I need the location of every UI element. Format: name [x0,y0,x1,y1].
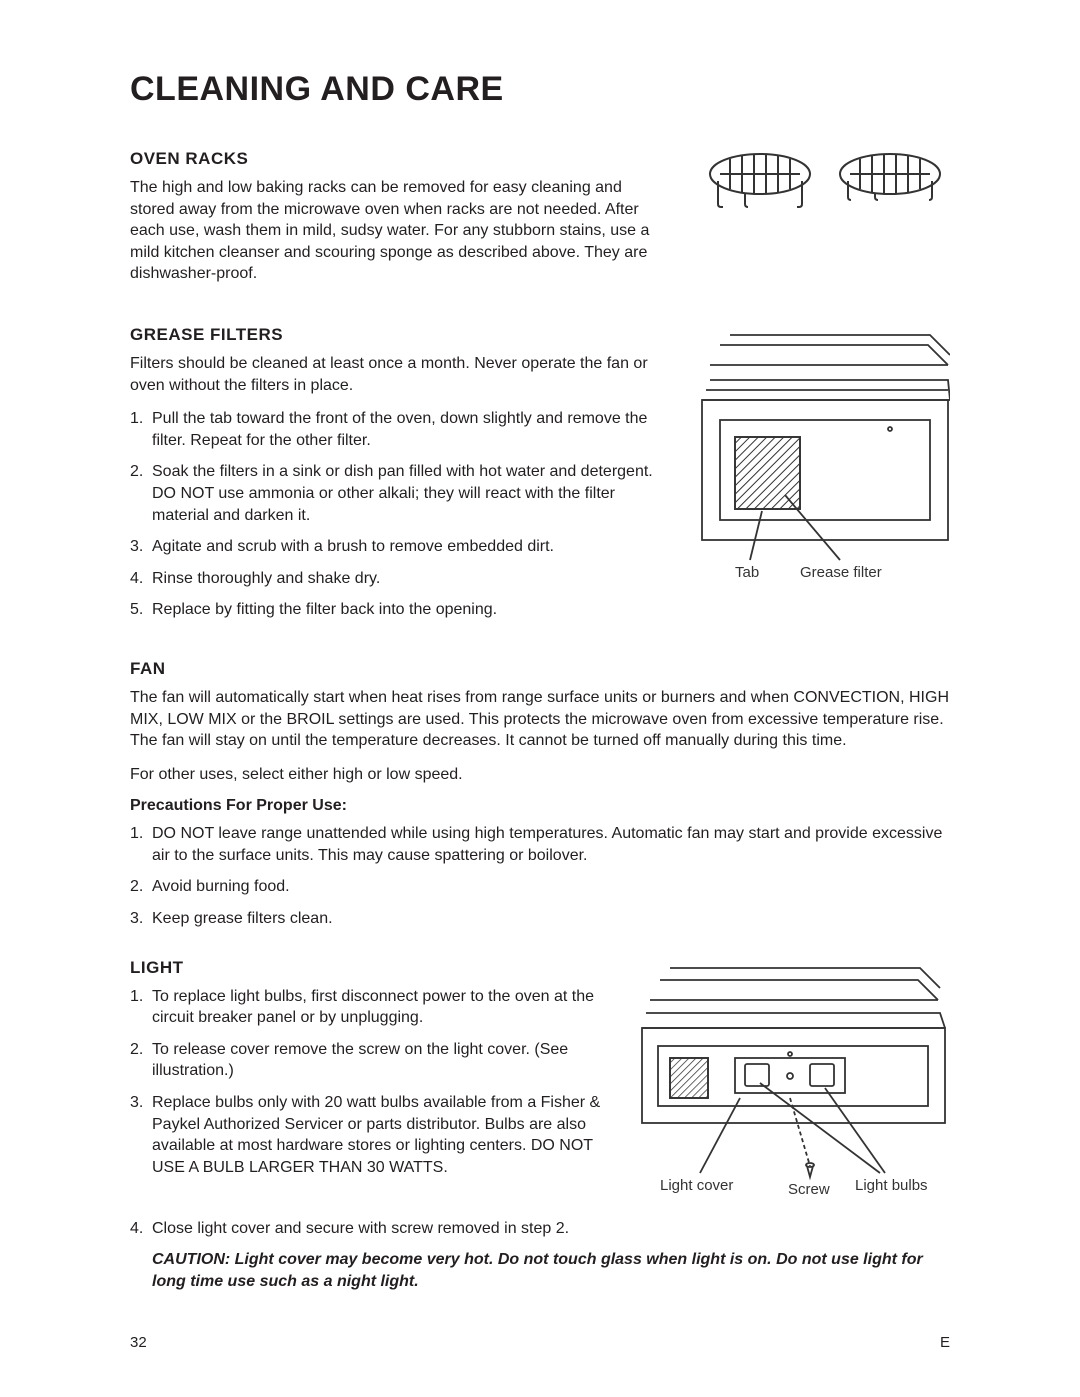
list-item: To replace light bulbs, first disconnect… [130,986,610,1029]
grease-filters-intro: Filters should be cleaned at least once … [130,353,670,396]
light-heading: LIGHT [130,958,610,978]
list-item: Pull the tab toward the front of the ove… [130,408,670,451]
page-rev: E [940,1334,950,1351]
page-number: 32 [130,1334,147,1351]
oven-racks-heading: OVEN RACKS [130,149,670,169]
grease-filter-figure: Tab Grease filter [700,325,950,585]
light-cover-label: Light cover [660,1177,733,1194]
light-bulbs-label: Light bulbs [855,1177,928,1194]
list-item: Soak the filters in a sink or dish pan f… [130,461,670,526]
fan-body-1: The fan will automatically start when he… [130,687,950,752]
tab-label: Tab [735,564,759,581]
grease-filter-label: Grease filter [800,564,882,581]
fan-heading: FAN [130,659,950,679]
light-caution: CAUTION: Light cover may become very hot… [130,1249,950,1292]
oven-racks-body: The high and low baking racks can be rem… [130,177,670,285]
list-item: To release cover remove the screw on the… [130,1039,610,1082]
precautions-heading: Precautions For Proper Use: [130,797,950,815]
light-steps: To replace light bulbs, first disconnect… [130,986,610,1179]
precautions-list: DO NOT leave range unattended while usin… [130,823,950,929]
light-steps-cont: Close light cover and secure with screw … [130,1218,950,1240]
oven-racks-figure [700,149,950,219]
page-title: CLEANING AND CARE [130,70,950,109]
list-item: Replace by fitting the filter back into … [130,599,670,621]
grease-filters-heading: GREASE FILTERS [130,325,670,345]
light-figure: Light cover Screw Light bulbs [640,958,950,1208]
list-item: DO NOT leave range unattended while usin… [130,823,950,866]
list-item: Keep grease filters clean. [130,908,950,930]
list-item: Agitate and scrub with a brush to remove… [130,536,670,558]
grease-filters-steps: Pull the tab toward the front of the ove… [130,408,670,621]
fan-body-2: For other uses, select either high or lo… [130,764,950,786]
list-item: Replace bulbs only with 20 watt bulbs av… [130,1092,610,1178]
list-item: Avoid burning food. [130,876,950,898]
list-item: Close light cover and secure with screw … [130,1218,950,1240]
screw-label: Screw [788,1181,830,1198]
list-item: Rinse thoroughly and shake dry. [130,568,670,590]
